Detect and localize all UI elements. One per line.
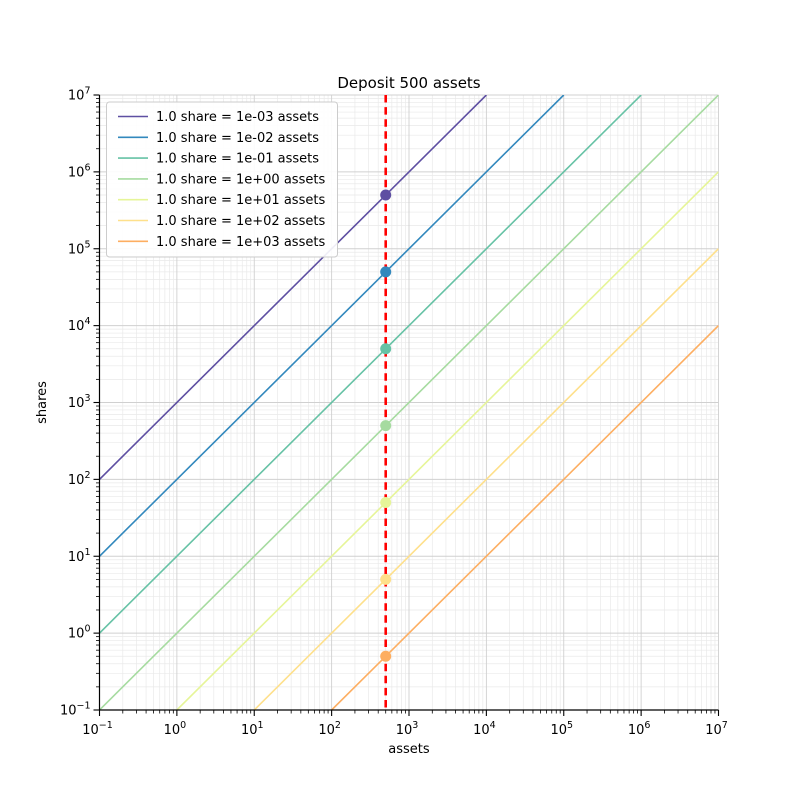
legend-label-3: 1.0 share = 1e+00 assets <box>156 172 325 187</box>
legend-item-3: 1.0 share = 1e+00 assets <box>118 172 325 187</box>
data-point-marker-4 <box>380 497 392 509</box>
x-tick-label--1: 10−1 <box>82 720 113 738</box>
x-tick-label-2: 102 <box>318 720 341 738</box>
y-tick-label-3: 103 <box>68 393 91 411</box>
y-tick-label-5: 105 <box>68 239 91 257</box>
data-point-marker-6 <box>380 650 392 662</box>
series-line-5 <box>253 248 719 710</box>
x-tick-label-4: 104 <box>473 720 496 738</box>
ticks <box>93 94 720 716</box>
series-line-4 <box>176 171 719 710</box>
legend-item-4: 1.0 share = 1e+01 assets <box>118 193 325 208</box>
x-tick-label-0: 100 <box>164 720 187 738</box>
y-tick-label-1: 101 <box>68 547 91 565</box>
y-tick-label-7: 107 <box>68 86 91 104</box>
data-point-marker-0 <box>380 189 392 201</box>
x-tick-label-3: 103 <box>396 720 419 738</box>
series-line-2 <box>99 95 642 634</box>
data-point-marker-1 <box>380 266 392 278</box>
series-lines <box>99 95 719 710</box>
y-axis-label: shares <box>35 381 50 424</box>
legend: 1.0 share = 1e-03 assets 1.0 share = 1e-0… <box>106 101 338 258</box>
x-tick-label-7: 107 <box>705 720 728 738</box>
legend-item-0: 1.0 share = 1e-03 assets <box>118 110 319 125</box>
legend-label-5: 1.0 share = 1e+02 assets <box>156 214 325 229</box>
legend-item-6: 1.0 share = 1e+03 assets <box>118 235 325 250</box>
series-line-3 <box>99 95 719 710</box>
legend-item-1: 1.0 share = 1e-02 assets <box>118 131 319 146</box>
chart-title: Deposit 500 assets <box>337 74 480 92</box>
legend-item-5: 1.0 share = 1e+02 assets <box>118 214 325 229</box>
data-point-marker-5 <box>380 573 392 585</box>
series-line-1 <box>99 95 565 557</box>
y-tick-label-4: 104 <box>68 316 91 334</box>
series-line-6 <box>331 325 719 710</box>
data-point-marker-3 <box>380 420 392 432</box>
y-tick-label-2: 102 <box>68 470 91 488</box>
legend-item-2: 1.0 share = 1e-01 assets <box>118 152 319 167</box>
x-tick-label-6: 106 <box>628 720 651 738</box>
y-tick-label-0: 100 <box>68 624 91 642</box>
legend-box <box>106 101 338 258</box>
series-line-0 <box>99 95 487 480</box>
legend-label-6: 1.0 share = 1e+03 assets <box>156 235 325 250</box>
data-point-markers <box>380 189 392 662</box>
x-tick-label-1: 101 <box>241 720 264 738</box>
legend-label-2: 1.0 share = 1e-01 assets <box>156 152 319 167</box>
legend-label-1: 1.0 share = 1e-02 assets <box>156 131 319 146</box>
legend-label-4: 1.0 share = 1e+01 assets <box>156 193 325 208</box>
legend-label-0: 1.0 share = 1e-03 assets <box>156 110 319 125</box>
x-tick-label-5: 105 <box>550 720 573 738</box>
y-tick-label-6: 106 <box>68 162 91 180</box>
data-point-marker-2 <box>380 343 392 355</box>
x-axis-label: assets <box>388 742 430 757</box>
y-tick-label--1: 10−1 <box>60 701 91 719</box>
